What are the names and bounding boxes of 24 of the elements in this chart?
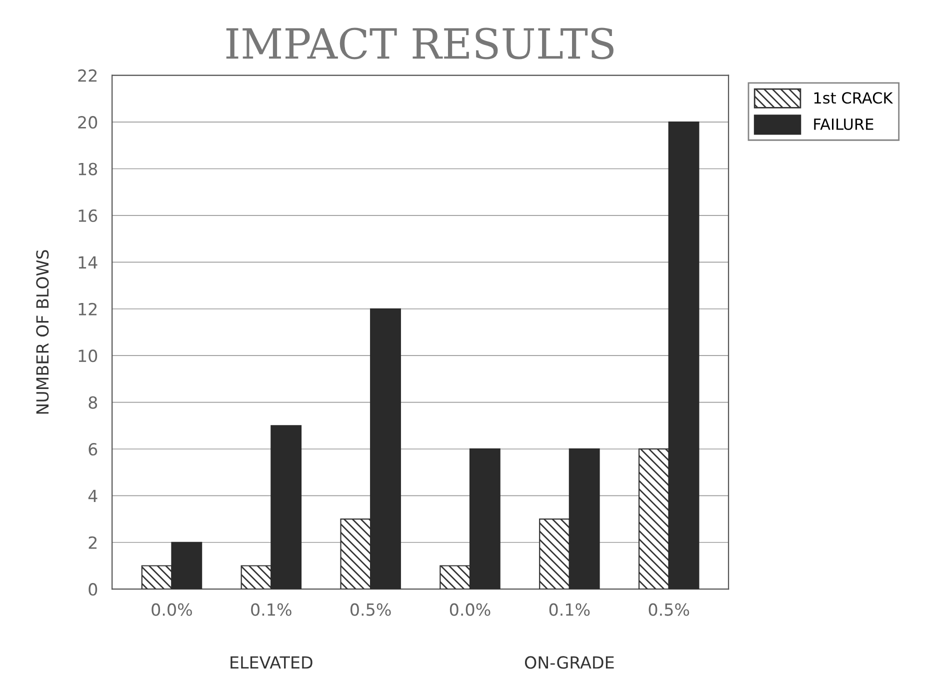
y-tick-label: 8 [88,396,98,409]
chart-title: IMPACT RESULTS [226,28,614,60]
y-tick-label: 16 [78,209,98,222]
y-tick-label: 0 [88,583,98,596]
y-tick-label: 14 [78,256,98,268]
y-tick-label: 20 [78,116,98,129]
x-tick-label: 0.1% [251,603,292,616]
legend-label: 1st CRACK [814,92,894,104]
y-tick-label: 2 [88,536,97,549]
y-tick-label: 4 [88,490,98,502]
text: ON-GRADE [524,656,614,669]
y-tick-label: 18 [78,162,98,176]
y-tick-label: 10 [78,350,98,362]
y-tick-label: 6 [88,442,98,456]
y-tick-label: 22 [78,69,97,82]
x-tick-label: 0.5% [648,603,690,616]
text: ELEVATED [230,656,312,669]
x-tick-label: 0.0% [450,603,490,616]
x-tick-label: 0.5% [350,603,391,616]
x-tick-label: 0.1% [549,603,590,616]
y-tick-label: 12 [78,302,97,316]
x-tick-label: 0.0% [152,603,192,616]
y-axis-title: NUMBER OF BLOWS [36,250,49,414]
legend-label: FAILURE [814,118,874,130]
